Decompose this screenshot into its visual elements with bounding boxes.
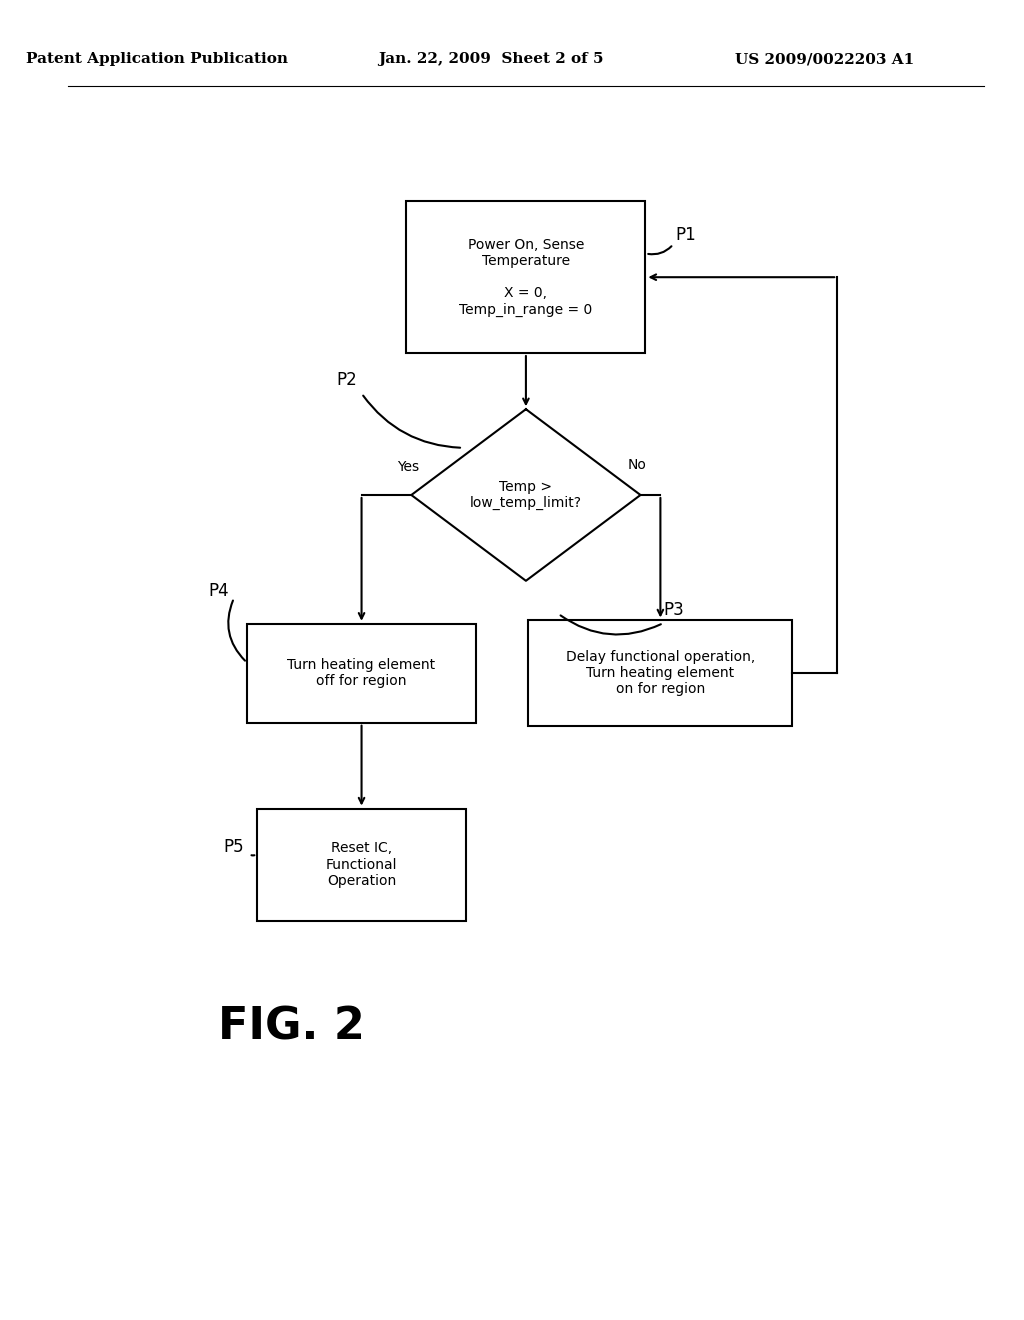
Text: Patent Application Publication: Patent Application Publication	[27, 53, 289, 66]
FancyBboxPatch shape	[247, 624, 476, 722]
Text: FIG. 2: FIG. 2	[218, 1006, 366, 1048]
Polygon shape	[412, 409, 640, 581]
Text: No: No	[628, 458, 647, 471]
Text: P3: P3	[663, 601, 684, 619]
Text: US 2009/0022203 A1: US 2009/0022203 A1	[735, 53, 914, 66]
Text: P1: P1	[675, 226, 695, 244]
FancyBboxPatch shape	[407, 201, 645, 352]
FancyBboxPatch shape	[257, 808, 466, 921]
Text: P2: P2	[336, 371, 357, 389]
Text: Yes: Yes	[397, 461, 420, 474]
Text: Turn heating element
off for region: Turn heating element off for region	[288, 659, 435, 688]
Text: Delay functional operation,
Turn heating element
on for region: Delay functional operation, Turn heating…	[566, 649, 755, 697]
Text: P4: P4	[209, 582, 229, 601]
Text: Power On, Sense
Temperature

X = 0,
Temp_in_range = 0: Power On, Sense Temperature X = 0, Temp_…	[460, 238, 593, 317]
Text: P5: P5	[223, 838, 245, 857]
Text: Jan. 22, 2009  Sheet 2 of 5: Jan. 22, 2009 Sheet 2 of 5	[378, 53, 604, 66]
Text: Temp >
low_temp_limit?: Temp > low_temp_limit?	[470, 480, 582, 510]
FancyBboxPatch shape	[528, 620, 793, 726]
Text: Reset IC,
Functional
Operation: Reset IC, Functional Operation	[326, 841, 397, 888]
